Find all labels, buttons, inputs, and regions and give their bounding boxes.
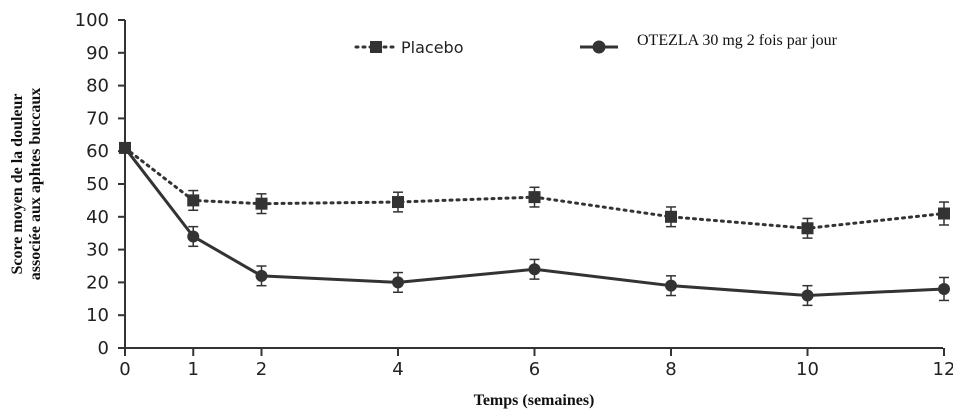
series-placebo-point-1 [187, 194, 200, 207]
series-placebo-point-10 [801, 222, 814, 235]
x-tick-label-1: 1 [188, 359, 199, 380]
y-tick-label-60: 60 [86, 141, 109, 162]
y-ticks: 0 10 20 30 40 50 60 70 80 90 100 [75, 10, 125, 359]
series-placebo-point-2 [255, 197, 268, 210]
x-tick-label-4: 4 [392, 359, 403, 380]
x-tick-label-10: 10 [796, 359, 819, 380]
y-tick-label-90: 90 [86, 43, 109, 64]
legend: Placebo OTEZLA 30 mg 2 fois par jour [354, 32, 838, 57]
y-tick-label-50: 50 [86, 174, 109, 195]
legend-placebo-label: Placebo [401, 38, 463, 57]
legend-item-placebo: Placebo [354, 38, 463, 57]
series-otezla-point-2 [255, 269, 268, 282]
x-tick-label-8: 8 [665, 359, 676, 380]
y-tick-label-10: 10 [86, 305, 109, 326]
series-otezla-point-12 [938, 282, 950, 295]
series-placebo-point-4 [392, 196, 404, 209]
legend-placebo-marker [370, 41, 382, 53]
series-otezla-line [123, 147, 945, 298]
series-layer [119, 141, 950, 307]
legend-otezla-marker [592, 40, 606, 54]
series-placebo-point-6 [528, 191, 541, 204]
series-placebo-point-12 [938, 207, 950, 220]
y-tick-label-30: 30 [86, 240, 109, 261]
x-axis-title: Temps (semaines) [474, 392, 595, 409]
x-tick-label-2: 2 [256, 359, 267, 380]
series-otezla [119, 141, 950, 307]
y-tick-label-40: 40 [86, 207, 109, 228]
x-tick-label-6: 6 [529, 359, 540, 380]
series-otezla-point-10 [801, 289, 814, 302]
series-placebo [119, 141, 950, 239]
y-tick-label-0: 0 [98, 338, 109, 359]
series-otezla-point-1 [187, 230, 200, 243]
series-otezla-point-4 [392, 276, 404, 289]
x-tick-label-12: 12 [933, 359, 953, 380]
y-axis-title-line-2: associée aux aphtes buccaux [27, 88, 44, 280]
x-tick-label-0: 0 [119, 359, 130, 380]
legend-otezla-label: OTEZLA 30 mg 2 fois par jour [637, 32, 838, 49]
series-otezla-point-0 [119, 141, 131, 154]
y-axis-title-line-1: Score moyen de la douleur [9, 93, 26, 274]
series-otezla-point-8 [665, 279, 677, 292]
y-tick-label-80: 80 [86, 76, 109, 97]
series-placebo-line [123, 146, 946, 230]
y-tick-label-100: 100 [75, 10, 109, 31]
y-tick-label-20: 20 [86, 272, 109, 293]
legend-item-otezla: OTEZLA 30 mg 2 fois par jour [580, 32, 838, 54]
y-tick-label-70: 70 [86, 108, 109, 129]
series-placebo-point-8 [665, 210, 677, 223]
x-ticks: 0 1 2 4 6 8 10 12 [119, 348, 953, 380]
series-otezla-point-6 [528, 263, 541, 276]
